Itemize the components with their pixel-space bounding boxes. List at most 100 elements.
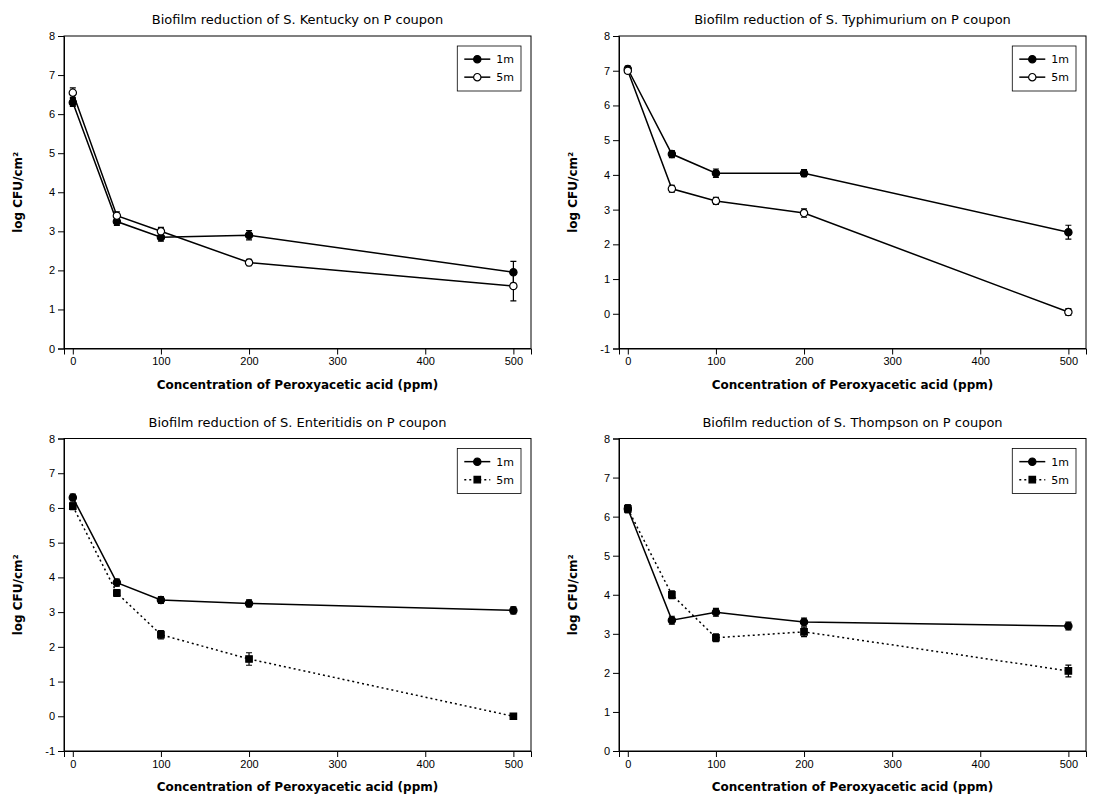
panel: 0100200300400500012345678Biofilm reducti…	[11, 12, 532, 392]
tick-label: 300	[883, 355, 901, 367]
tick: 1	[49, 303, 64, 315]
tick: 8	[49, 30, 64, 42]
tick-label: 500	[505, 758, 523, 770]
tick-mark	[716, 349, 717, 355]
tick-label: 0	[70, 758, 76, 770]
error-bar	[669, 591, 675, 599]
axis-line	[65, 349, 532, 355]
tick: 300	[328, 751, 346, 770]
tick-label: 200	[240, 758, 258, 770]
error-bar	[1065, 225, 1071, 239]
tick-mark	[892, 751, 893, 757]
tick: 2	[604, 238, 619, 250]
error-bar	[158, 631, 164, 639]
series-line	[73, 498, 514, 611]
axis-line	[620, 752, 1087, 758]
tick-label: 8	[604, 30, 610, 42]
tick-mark	[613, 751, 619, 752]
legend-label: 5m	[496, 71, 514, 84]
tick: -1	[45, 745, 64, 757]
tick-label: 2	[604, 667, 610, 679]
tick: 6	[49, 502, 64, 514]
plot-frame	[64, 36, 531, 349]
tick-label: 500	[1060, 355, 1078, 367]
legend-item: 1m	[464, 456, 514, 469]
error-bar	[510, 607, 516, 614]
series-line	[628, 69, 1069, 232]
point	[624, 67, 631, 74]
error-bar	[246, 231, 252, 240]
tick: 100	[707, 751, 725, 770]
legend: 1m5m	[457, 449, 521, 494]
legend-label: 1m	[1051, 456, 1069, 469]
point	[510, 282, 517, 289]
legend-items: 1m5m	[1019, 456, 1069, 487]
tick-mark	[613, 673, 619, 674]
tick-label: 6	[49, 108, 55, 120]
error-bar	[713, 634, 719, 642]
figure: 0100200300400500012345678Biofilm reducti…	[0, 0, 1110, 805]
legend: 1m5m	[1012, 449, 1076, 494]
tick: 1	[604, 706, 619, 718]
error-bar	[669, 616, 675, 624]
point	[245, 600, 252, 607]
point	[1065, 308, 1072, 315]
legend: 1m5m	[457, 46, 521, 91]
tick-mark	[73, 349, 74, 355]
tick-mark	[58, 231, 64, 232]
point	[712, 609, 719, 616]
series	[69, 88, 517, 301]
tick: 0	[49, 343, 64, 355]
tick-label: 100	[707, 758, 725, 770]
legend-symbol	[474, 55, 481, 62]
tick: 6	[604, 511, 619, 523]
tick: 0	[49, 710, 64, 722]
tick: 8	[49, 433, 64, 445]
point	[113, 212, 120, 219]
tick: 0	[70, 751, 76, 770]
tick-label: 8	[49, 30, 55, 42]
tick-mark	[58, 270, 64, 271]
tick-mark	[628, 349, 629, 355]
series-line	[628, 509, 1069, 671]
point	[669, 592, 675, 598]
tick: 3	[604, 204, 619, 216]
point	[157, 596, 164, 603]
tick-mark	[613, 140, 619, 141]
point	[668, 150, 675, 157]
legend-items: 1m5m	[1019, 53, 1069, 84]
tick-label: 100	[152, 355, 170, 367]
tick: 5	[604, 134, 619, 146]
error-bar	[70, 88, 76, 97]
point	[712, 197, 719, 204]
error-bar	[70, 494, 76, 501]
tick: 500	[505, 751, 523, 770]
tick-mark	[613, 71, 619, 72]
tick-label: 4	[49, 571, 55, 583]
tick: 100	[152, 751, 170, 770]
tick: 100	[152, 349, 170, 368]
tick: 1	[49, 676, 64, 688]
tick-mark	[628, 751, 629, 757]
error-bar	[114, 212, 120, 220]
legend-item: 5m	[464, 474, 514, 487]
tick-label: 200	[795, 758, 813, 770]
tick-mark	[613, 244, 619, 245]
tick-label: 1	[49, 303, 55, 315]
tick-mark	[613, 175, 619, 176]
tick-mark	[58, 309, 64, 310]
tick-label: 500	[505, 355, 523, 367]
tick-mark	[58, 751, 64, 752]
tick: 4	[604, 169, 619, 181]
tick: 6	[604, 99, 619, 111]
tick-mark	[1068, 751, 1069, 757]
legend-symbol	[474, 73, 481, 80]
tick-label: 2	[49, 264, 55, 276]
panel: 0100200300400500-1012345678Biofilm reduc…	[11, 415, 532, 795]
tick-mark	[249, 349, 250, 355]
x-axis: 0100200300400500	[65, 751, 532, 770]
error-bar	[158, 227, 164, 235]
point	[158, 631, 164, 637]
error-bar	[114, 579, 120, 586]
tick-label: 400	[972, 758, 990, 770]
